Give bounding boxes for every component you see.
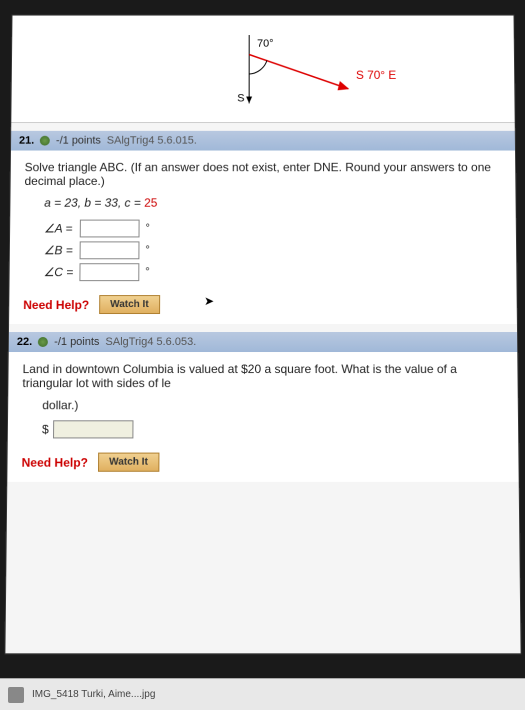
given-c-value: 25 xyxy=(144,196,157,210)
q22-dollar-note: dollar.) xyxy=(42,398,504,412)
deg-symbol: ° xyxy=(145,223,149,235)
angle-b-input[interactable] xyxy=(79,241,139,259)
diagram-area: 70° S S 70° E xyxy=(11,16,514,123)
given-c-label: c = xyxy=(124,196,144,210)
angle-a-label: ∠A = xyxy=(43,222,73,236)
q22-need-help: Need Help? Watch It xyxy=(21,453,504,472)
compass-diagram: 70° S S 70° E xyxy=(229,25,427,123)
question-21: 21. -/1 points SAlgTrig4 5.6.015. Solve … xyxy=(9,131,517,324)
angle-c-label: ∠C = xyxy=(43,265,73,279)
q21-prompt: Solve triangle ABC. (If an answer does n… xyxy=(24,160,501,188)
q22-points: -/1 points xyxy=(54,336,99,348)
taskbar-app-icon[interactable] xyxy=(8,687,24,703)
q22-body: Land in downtown Columbia is valued at $… xyxy=(7,352,518,482)
deg-symbol: ° xyxy=(145,244,149,256)
q21-number: 21. xyxy=(18,135,33,147)
status-dot-icon xyxy=(40,136,50,146)
direction-label: S 70° E xyxy=(355,68,395,82)
question-22: 22. -/1 points SAlgTrig4 5.6.053. Land i… xyxy=(7,332,518,482)
angle-b-label: ∠B = xyxy=(43,243,73,257)
q21-need-help: Need Help? Watch It xyxy=(23,295,503,314)
dollar-sign: $ xyxy=(41,422,48,436)
dollar-input[interactable] xyxy=(52,420,132,438)
q22-number: 22. xyxy=(16,336,31,348)
q22-ref: SAlgTrig4 5.6.053. xyxy=(105,336,196,348)
q22-prompt: Land in downtown Columbia is valued at $… xyxy=(22,362,503,390)
s-label: S xyxy=(237,93,244,105)
taskbar: IMG_5418 Turki, Aime....jpg xyxy=(0,678,525,710)
q21-ref: SAlgTrig4 5.6.015. xyxy=(106,135,196,147)
status-dot-icon xyxy=(38,337,48,347)
given-b: b = 33, xyxy=(84,196,121,210)
need-help-label: Need Help? xyxy=(21,455,88,469)
watch-it-button[interactable]: Watch It xyxy=(98,453,159,472)
angle-c-input[interactable] xyxy=(79,263,139,281)
taskbar-filename[interactable]: IMG_5418 Turki, Aime....jpg xyxy=(32,689,155,700)
watch-it-button[interactable]: Watch It xyxy=(99,295,160,314)
angle-a-row: ∠A = ° xyxy=(43,220,501,238)
angle-label: 70° xyxy=(257,38,273,50)
q21-given: a = 23, b = 33, c = 25 xyxy=(44,196,502,210)
question-22-header: 22. -/1 points SAlgTrig4 5.6.053. xyxy=(8,332,516,352)
q21-body: Solve triangle ABC. (If an answer does n… xyxy=(9,151,517,324)
need-help-label: Need Help? xyxy=(23,298,89,312)
dollar-row: $ xyxy=(41,420,503,438)
question-21-header: 21. -/1 points SAlgTrig4 5.6.015. xyxy=(10,131,514,151)
q21-points: -/1 points xyxy=(55,135,100,147)
given-a: a = 23, xyxy=(44,196,81,210)
angle-a-input[interactable] xyxy=(79,220,139,238)
angle-c-row: ∠C = ° xyxy=(43,263,502,281)
deg-symbol: ° xyxy=(145,266,149,278)
angle-b-row: ∠B = ° xyxy=(43,241,502,259)
